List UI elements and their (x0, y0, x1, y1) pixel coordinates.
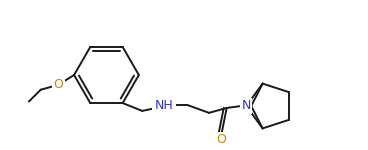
Text: N: N (242, 99, 251, 112)
Text: O: O (53, 78, 63, 91)
Text: O: O (216, 133, 226, 146)
Text: NH: NH (155, 99, 173, 111)
